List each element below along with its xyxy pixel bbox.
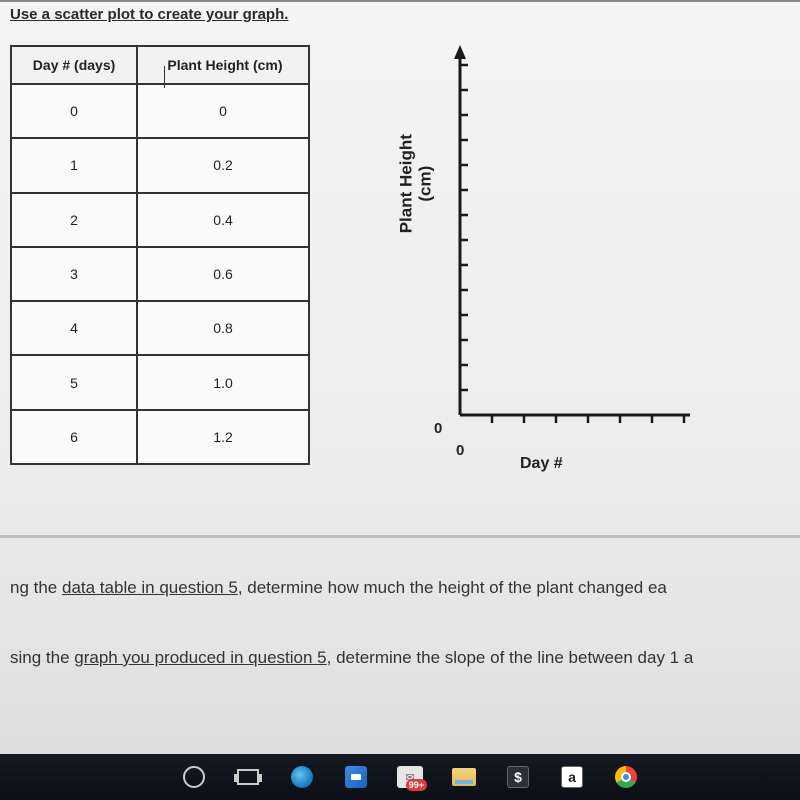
- explorer-icon[interactable]: [450, 763, 478, 791]
- table-row: 10.2: [11, 138, 309, 192]
- table-cell: 0.4: [137, 193, 309, 247]
- table-row: 40.8: [11, 301, 309, 355]
- section-divider: [0, 535, 800, 538]
- axes-svg: [370, 45, 690, 465]
- table-cell: 3: [11, 247, 137, 301]
- taskview-icon[interactable]: [234, 763, 262, 791]
- table-row: 51.0: [11, 355, 309, 409]
- question-7-fragment: sing the graph you produced in question …: [0, 648, 800, 694]
- y-axis-label: Plant Height (cm): [397, 124, 434, 244]
- table-row: 61.2: [11, 410, 309, 464]
- badge-count: 99+: [406, 779, 427, 791]
- content-row: Day # (days) Plant Height (cm) 0010.220.…: [0, 27, 800, 475]
- table-row: 20.4: [11, 193, 309, 247]
- store-icon[interactable]: [342, 763, 370, 791]
- table-cell: 1.0: [137, 355, 309, 409]
- header-instruction: Use a scatter plot to create your graph.: [0, 0, 800, 27]
- cortana-icon[interactable]: [180, 763, 208, 791]
- worksheet-page: Use a scatter plot to create your graph.…: [0, 0, 800, 800]
- edge-icon[interactable]: [288, 763, 316, 791]
- table-cell: 1: [11, 138, 137, 192]
- table-cell: 6: [11, 410, 137, 464]
- table-cell: 0.2: [137, 138, 309, 192]
- chrome-icon[interactable]: [612, 763, 640, 791]
- col-height: Plant Height (cm): [137, 46, 309, 84]
- table-cell: 4: [11, 301, 137, 355]
- blank-axes-chart: Plant Height (cm) 0 0 Day #: [370, 45, 690, 465]
- table-cell: 0.6: [137, 247, 309, 301]
- table-header-row: Day # (days) Plant Height (cm): [11, 46, 309, 84]
- x-axis-label: Day #: [520, 455, 563, 473]
- plant-height-table: Day # (days) Plant Height (cm) 0010.220.…: [10, 45, 310, 465]
- amazon-icon[interactable]: a: [558, 763, 586, 791]
- table-row: 30.6: [11, 247, 309, 301]
- col-day: Day # (days): [11, 46, 137, 84]
- question-6-fragment: ng the data table in question 5, determi…: [0, 578, 800, 624]
- dollar-app-icon[interactable]: $: [504, 763, 532, 791]
- origin-zero-y: 0: [434, 420, 442, 437]
- table-cell: 5: [11, 355, 137, 409]
- table-cell: 0: [11, 84, 137, 138]
- table-cell: 0: [137, 84, 309, 138]
- table-row: 00: [11, 84, 309, 138]
- table-cell: 1.2: [137, 410, 309, 464]
- table-cell: 2: [11, 193, 137, 247]
- mail-icon[interactable]: ✉ 99+: [396, 763, 424, 791]
- windows-taskbar[interactable]: ✉ 99+ $ a: [0, 754, 800, 800]
- origin-zero-x: 0: [456, 442, 464, 459]
- table-cell: 0.8: [137, 301, 309, 355]
